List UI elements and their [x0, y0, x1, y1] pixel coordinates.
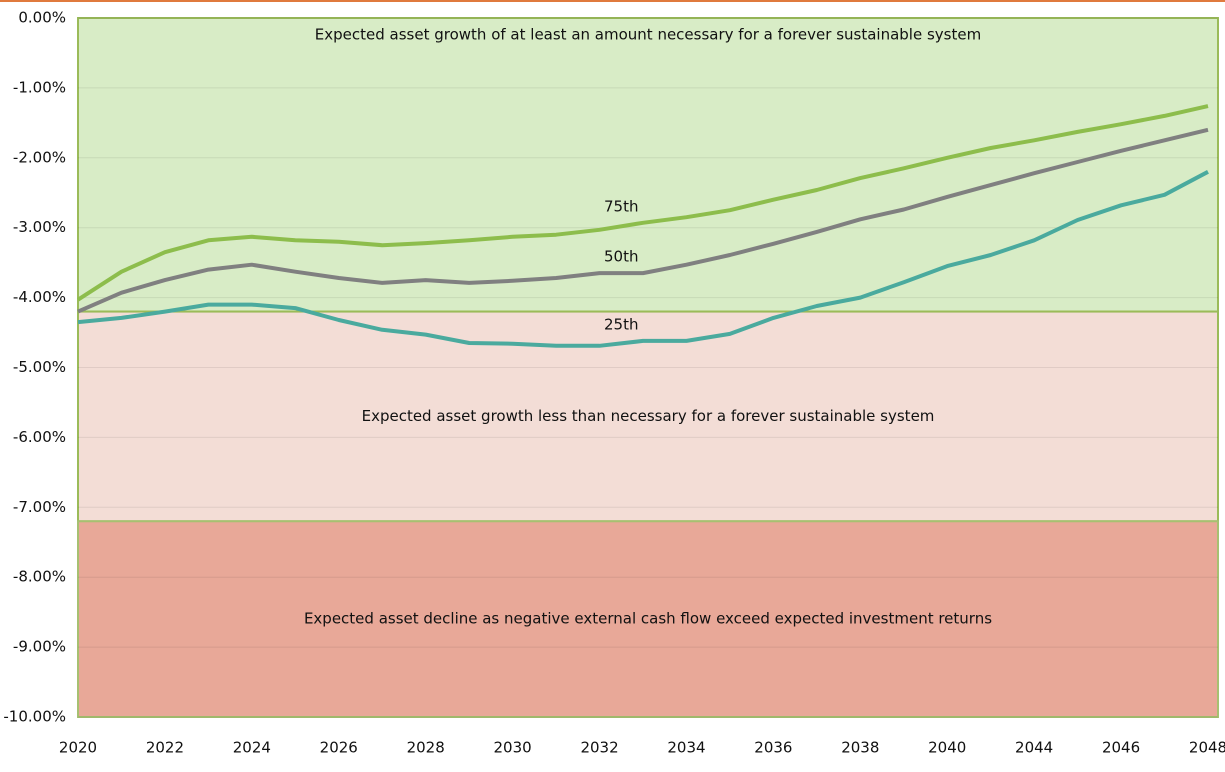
band [77, 520, 1219, 719]
y-tick-label: -8.00% [13, 568, 66, 586]
band-label: Expected asset growth of at least an amo… [315, 25, 981, 43]
y-tick-label: -3.00% [13, 218, 66, 236]
x-tick-label: 2020 [59, 739, 97, 757]
band [77, 17, 1219, 313]
series-label: 75th [604, 197, 638, 215]
y-tick-label: -1.00% [13, 78, 66, 96]
x-tick-label: 2026 [320, 739, 358, 757]
x-tick-label: 2038 [841, 739, 879, 757]
x-tick-label: 2046 [1102, 739, 1140, 757]
x-tick-label: 2022 [146, 739, 184, 757]
band [77, 310, 1219, 523]
series-line [77, 170, 1209, 348]
y-tick-label: -4.00% [13, 288, 66, 306]
x-tick-label: 2032 [580, 739, 618, 757]
y-tick-label: -7.00% [13, 498, 66, 516]
x-tick-label: 2034 [667, 739, 705, 757]
series-line [77, 127, 1209, 314]
y-tick-label: -5.00% [13, 358, 66, 376]
y-tick-label: -9.00% [13, 638, 66, 656]
y-tick-label: -2.00% [13, 148, 66, 166]
x-tick-label: 2044 [1015, 739, 1053, 757]
series-line [76, 104, 1209, 302]
y-tick-label: 0.00% [18, 9, 66, 27]
series-label: 50th [604, 248, 638, 266]
series-label: 25th [604, 315, 638, 333]
x-tick-label: 2024 [233, 739, 271, 757]
band-label: Expected asset decline as negative exter… [304, 610, 992, 628]
band-label: Expected asset growth less than necessar… [362, 407, 935, 425]
x-tick-label: 2028 [407, 739, 445, 757]
x-tick-label: 2030 [494, 739, 532, 757]
x-tick-label: 2036 [754, 739, 792, 757]
x-tick-label: 2040 [928, 739, 966, 757]
x-tick-label: 2048 [1189, 739, 1225, 757]
y-tick-label: -10.00% [3, 708, 66, 726]
y-tick-label: -6.00% [13, 428, 66, 446]
